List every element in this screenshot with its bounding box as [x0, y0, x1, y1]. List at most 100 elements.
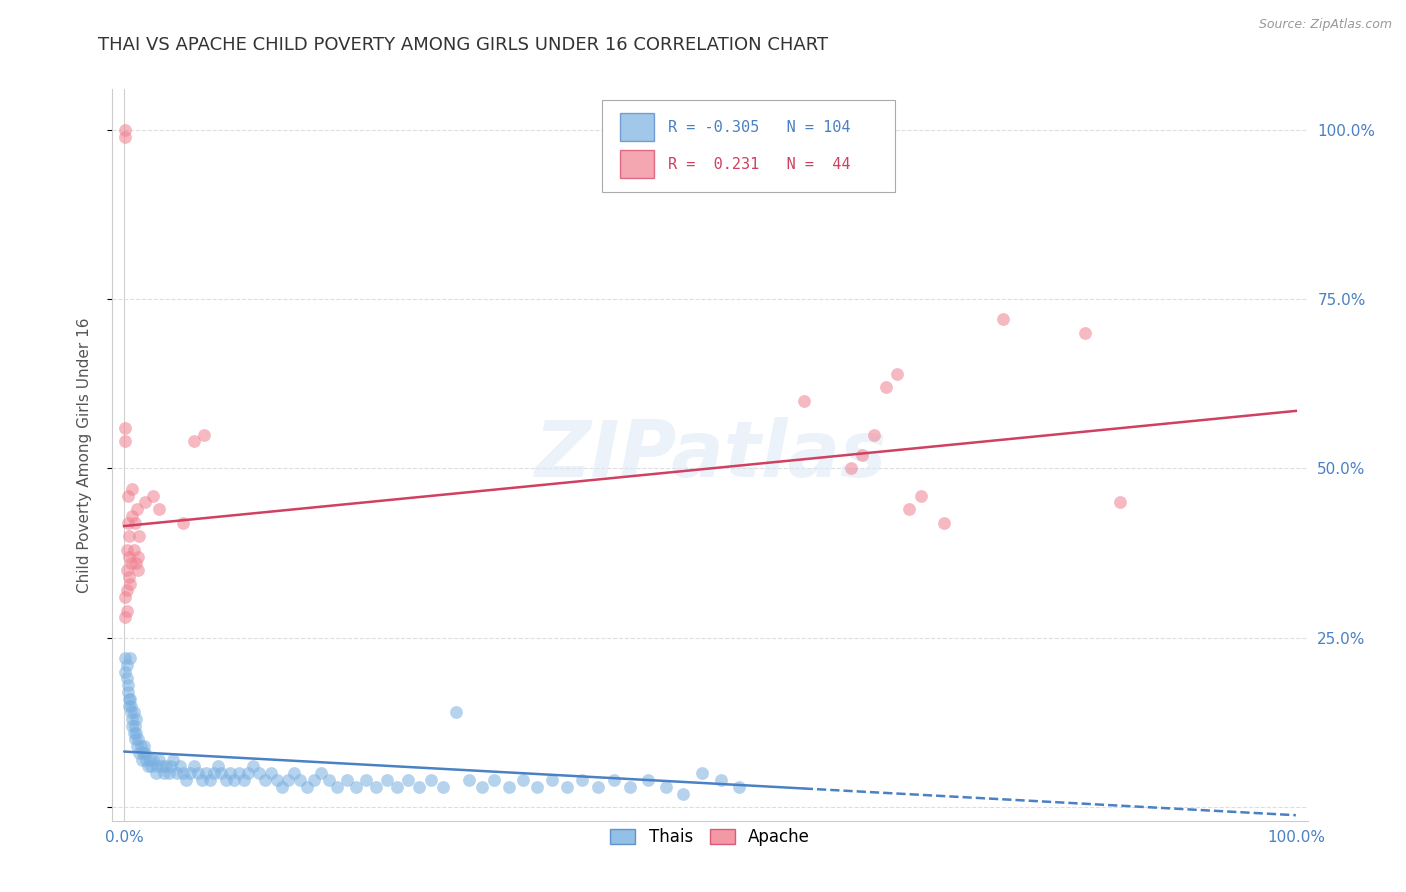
- Point: [728, 780, 751, 794]
- Point: [114, 610, 136, 624]
- Legend: Thais, Apache: Thais, Apache: [603, 822, 817, 853]
- Point: [586, 780, 609, 794]
- Point: [115, 657, 138, 672]
- Point: [654, 780, 676, 794]
- Point: [1109, 495, 1132, 509]
- Point: [886, 367, 908, 381]
- Point: [187, 766, 209, 780]
- Point: [253, 772, 276, 787]
- Point: [134, 495, 156, 509]
- Point: [619, 780, 641, 794]
- Point: [183, 434, 205, 449]
- Point: [114, 665, 136, 679]
- Point: [135, 753, 157, 767]
- Point: [326, 780, 349, 794]
- Point: [122, 725, 145, 739]
- Point: [132, 739, 156, 753]
- Point: [120, 576, 141, 591]
- Text: ZIPatlas: ZIPatlas: [534, 417, 886, 493]
- Point: [114, 590, 136, 604]
- Point: [118, 570, 141, 584]
- Point: [934, 516, 956, 530]
- Point: [132, 746, 155, 760]
- Point: [142, 489, 165, 503]
- Point: [150, 759, 173, 773]
- Point: [118, 529, 141, 543]
- Point: [851, 448, 873, 462]
- Point: [125, 556, 148, 570]
- Point: [277, 772, 299, 787]
- Point: [211, 766, 233, 780]
- Point: [160, 759, 183, 773]
- Bar: [620, 151, 654, 178]
- Point: [710, 772, 733, 787]
- Point: [207, 759, 229, 773]
- Point: [179, 766, 201, 780]
- Point: [839, 461, 862, 475]
- Point: [117, 685, 139, 699]
- Point: [172, 766, 194, 780]
- Point: [157, 766, 180, 780]
- Point: [114, 434, 136, 449]
- Point: [432, 780, 454, 794]
- Point: [162, 753, 184, 767]
- Point: [318, 772, 340, 787]
- Point: [302, 772, 325, 787]
- Point: [124, 732, 146, 747]
- Point: [117, 678, 139, 692]
- Point: [637, 772, 659, 787]
- Point: [183, 759, 205, 773]
- Point: [232, 772, 254, 787]
- Point: [118, 691, 141, 706]
- Point: [690, 766, 713, 780]
- Point: [283, 766, 305, 780]
- Point: [863, 427, 886, 442]
- Point: [224, 772, 246, 787]
- Point: [121, 482, 143, 496]
- Point: [134, 746, 156, 760]
- Point: [204, 766, 226, 780]
- Point: [153, 766, 176, 780]
- Point: [114, 129, 136, 144]
- Point: [408, 780, 430, 794]
- Point: [344, 780, 367, 794]
- Point: [898, 502, 921, 516]
- Point: [295, 780, 318, 794]
- Point: [526, 780, 548, 794]
- Point: [117, 489, 139, 503]
- Point: [141, 759, 163, 773]
- Point: [172, 516, 194, 530]
- Point: [120, 698, 142, 713]
- Point: [385, 780, 409, 794]
- Point: [127, 502, 149, 516]
- Point: [127, 549, 149, 564]
- Point: [571, 772, 593, 787]
- Point: [128, 746, 150, 760]
- Point: [121, 508, 143, 523]
- Point: [124, 516, 146, 530]
- Point: [118, 549, 141, 564]
- Point: [121, 719, 143, 733]
- Text: THAI VS APACHE CHILD POVERTY AMONG GIRLS UNDER 16 CORRELATION CHART: THAI VS APACHE CHILD POVERTY AMONG GIRLS…: [98, 36, 828, 54]
- Point: [114, 651, 136, 665]
- Point: [215, 772, 238, 787]
- Point: [148, 502, 170, 516]
- Point: [484, 772, 506, 787]
- Point: [122, 542, 145, 557]
- Point: [127, 732, 149, 747]
- Point: [470, 780, 494, 794]
- Bar: [620, 113, 654, 141]
- Point: [115, 672, 138, 686]
- Point: [118, 698, 141, 713]
- Point: [910, 489, 932, 503]
- Point: [672, 787, 695, 801]
- Point: [1074, 326, 1097, 340]
- Point: [793, 393, 815, 408]
- Point: [129, 739, 152, 753]
- Point: [120, 691, 141, 706]
- Point: [166, 766, 188, 780]
- Point: [195, 766, 218, 780]
- Point: [336, 772, 359, 787]
- Text: Source: ZipAtlas.com: Source: ZipAtlas.com: [1258, 18, 1392, 31]
- FancyBboxPatch shape: [603, 100, 896, 192]
